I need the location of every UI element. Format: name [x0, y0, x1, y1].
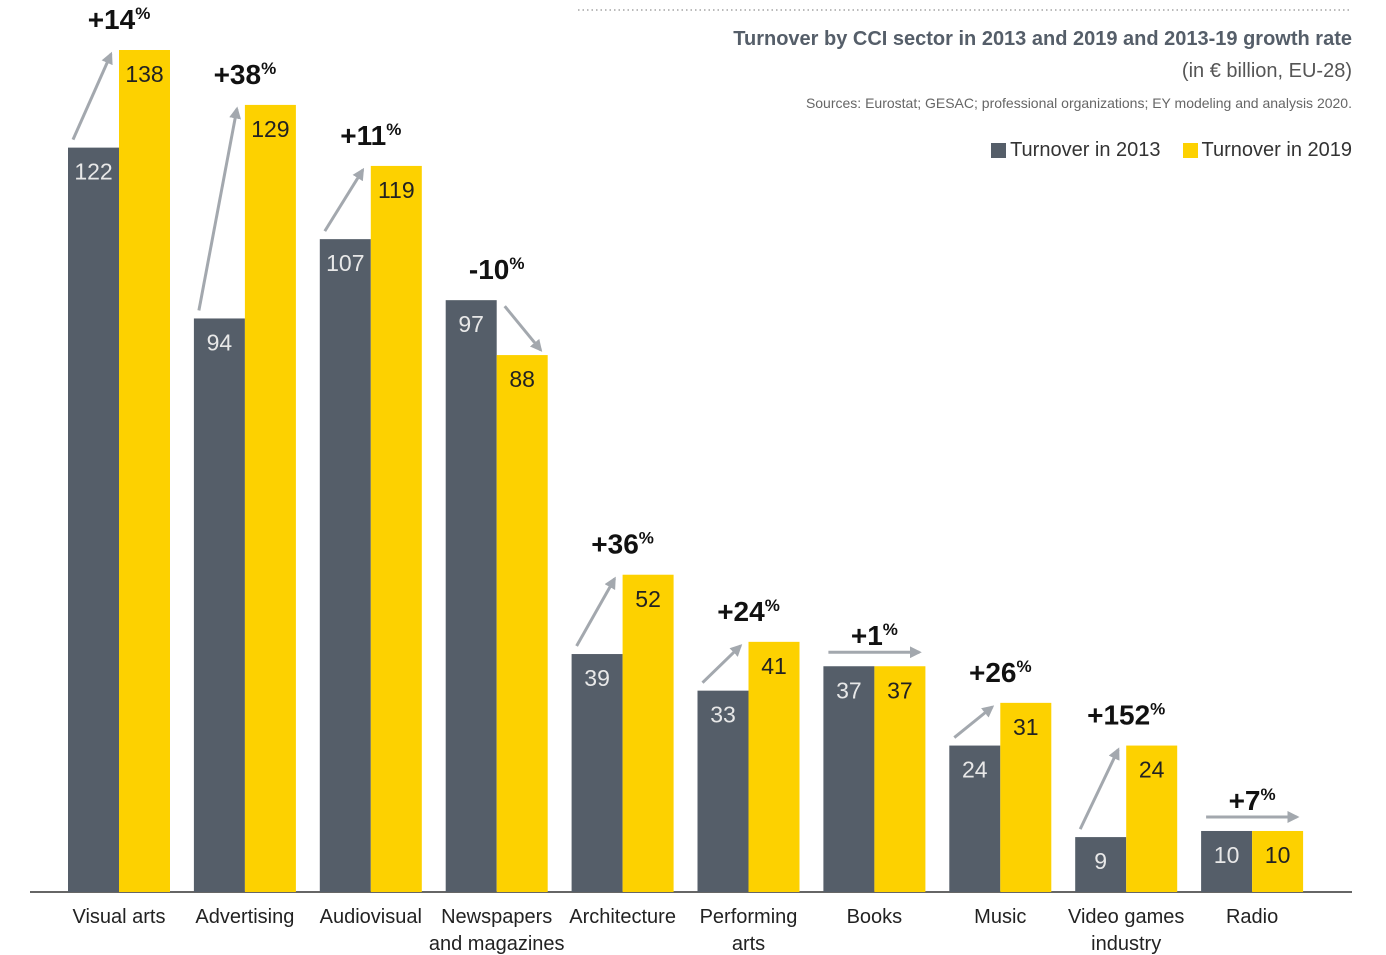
bar [823, 666, 875, 892]
x-tick-label: Visual arts [72, 906, 166, 928]
legend-item: Turnover in 2013 [991, 139, 1161, 162]
x-tick-label: Music [974, 906, 1027, 928]
bar [1075, 837, 1127, 892]
chart-title: Turnover by CCI sector in 2013 and 2019 … [733, 28, 1352, 50]
value-label: 41 [761, 653, 787, 679]
value-label: 107 [326, 250, 364, 276]
x-tick-label: Radio [1225, 906, 1279, 928]
growth-label: +7% [1229, 785, 1276, 816]
value-label: 37 [887, 677, 913, 703]
bar [445, 300, 497, 892]
value-label: 94 [207, 330, 233, 356]
growth-label: +36% [591, 529, 654, 560]
growth-arrow [197, 106, 242, 311]
growth-label: +152% [1087, 700, 1165, 731]
x-tick-label: Audiovisual [319, 906, 422, 928]
bar [193, 318, 245, 893]
bar [622, 574, 674, 892]
bar [571, 654, 623, 892]
legend-swatch [991, 143, 1007, 158]
value-label: 97 [458, 311, 484, 337]
growth-label: -10% [469, 255, 525, 286]
chart-subtitle: (in € billion, EU-28) [1181, 60, 1352, 82]
value-label: 31 [1013, 714, 1039, 740]
growth-label: +24% [717, 596, 780, 627]
bar [697, 690, 749, 892]
growth-arrow [575, 576, 616, 647]
x-tick-label: Performing arts [699, 906, 798, 955]
bar [1126, 745, 1178, 892]
growth-arrow [701, 644, 743, 684]
value-label: 24 [1139, 757, 1165, 783]
growth-label: +26% [969, 657, 1032, 688]
bar [496, 355, 548, 892]
value-label: 129 [251, 116, 289, 142]
growth-label: +1% [851, 621, 898, 652]
value-label: 37 [836, 677, 862, 703]
bar [1201, 830, 1253, 892]
bar [319, 239, 371, 893]
growth-arrow [1078, 747, 1120, 830]
x-tick-label: Books [846, 906, 903, 928]
x-tick-label: Advertising [195, 906, 295, 928]
growth-label: +14% [88, 4, 151, 35]
legend-label: Turnover in 2019 [1201, 139, 1352, 161]
value-label: 138 [125, 61, 163, 87]
legend-swatch [1182, 143, 1198, 158]
bar [949, 745, 1001, 892]
bar [748, 641, 800, 892]
bar [370, 165, 422, 892]
value-label: 119 [378, 177, 415, 203]
value-label: 9 [1094, 848, 1107, 874]
bar [244, 104, 296, 893]
growth-arrow [503, 305, 543, 352]
bar [1252, 830, 1304, 892]
growth-arrow [323, 167, 365, 232]
x-tick-label: Newspapers and magazines [428, 906, 565, 955]
growth-label: +38% [214, 59, 277, 90]
bar [1000, 702, 1052, 892]
x-tick-label: Video games industry [1067, 906, 1185, 955]
value-label: 88 [509, 366, 535, 392]
bar [874, 666, 926, 892]
growth-label: +11% [340, 120, 401, 151]
value-label: 39 [584, 665, 610, 691]
source-note: Sources: Eurostat; GESAC; professional o… [805, 95, 1352, 111]
growth-arrow [71, 51, 113, 141]
bar [68, 147, 119, 893]
value-label: 52 [635, 586, 661, 612]
value-label: 33 [710, 702, 736, 728]
x-tick-label: Architecture [569, 906, 676, 928]
legend-label: Turnover in 2013 [1010, 139, 1161, 161]
growth-arrow [953, 705, 995, 739]
value-label: 10 [1265, 842, 1291, 868]
value-label: 122 [74, 159, 112, 185]
legend-item: Turnover in 2019 [1182, 139, 1352, 162]
legend: Turnover in 2013 Turnover in 2019 [991, 139, 1352, 162]
value-label: 24 [962, 757, 988, 783]
value-label: 10 [1214, 842, 1240, 868]
bar [119, 50, 170, 892]
